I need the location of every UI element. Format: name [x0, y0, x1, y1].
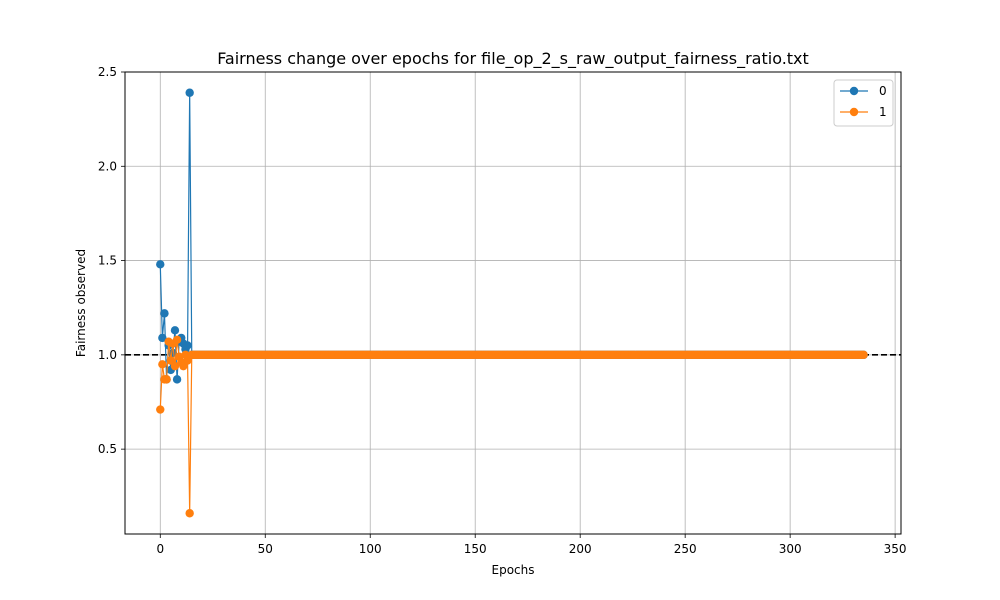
y-axis-label: Fairness observed: [74, 249, 88, 357]
x-axis-label: Epochs: [492, 563, 535, 577]
series-layer: [156, 88, 868, 518]
y-tick-label: 2.5: [98, 65, 117, 79]
series-1-point: [170, 361, 180, 371]
x-tick-label: 200: [569, 542, 592, 556]
x-tick-label: 350: [884, 542, 907, 556]
chart-title: Fairness change over epochs for file_op_…: [217, 49, 809, 69]
y-tick-label: 0.5: [98, 442, 117, 456]
legend: 01: [833, 79, 894, 127]
series-1: [156, 335, 868, 518]
x-tick-label: 0: [156, 542, 164, 556]
series-0-point: [156, 260, 165, 269]
legend-marker-0: [849, 86, 859, 96]
legend-marker-1: [849, 107, 859, 117]
series-0-point: [172, 375, 182, 384]
series-1-point: [156, 405, 165, 414]
y-axis-ticks: 0.5 1.0 1.5 2.0 2.5: [98, 65, 125, 456]
x-tick-label: 300: [779, 542, 802, 556]
series-0-point: [158, 333, 167, 343]
series-0-point: [168, 348, 178, 358]
series-1-point: [185, 509, 194, 518]
y-tick-label: 1.0: [98, 348, 117, 362]
series-0-point: [185, 88, 194, 97]
series-0-point: [170, 326, 180, 335]
legend-label-1: 1: [879, 105, 887, 119]
plot-frame: [124, 71, 902, 535]
series-1-point: [859, 350, 868, 360]
legend-label-0: 0: [879, 84, 887, 98]
y-tick-label: 2.0: [98, 159, 117, 173]
series-1-point: [158, 360, 167, 369]
series-0-point: [183, 341, 192, 350]
series-0-point: [160, 309, 169, 318]
x-axis-ticks: 0 50 100 150 200 250 300 350: [156, 534, 907, 556]
x-tick-label: 250: [674, 542, 697, 556]
series-1-point: [162, 375, 171, 384]
x-tick-label: 100: [359, 542, 382, 556]
y-tick-label: 1.5: [98, 254, 117, 268]
x-tick-label: 150: [464, 542, 487, 556]
series-1-point: [172, 335, 182, 344]
x-tick-label: 50: [258, 542, 273, 556]
